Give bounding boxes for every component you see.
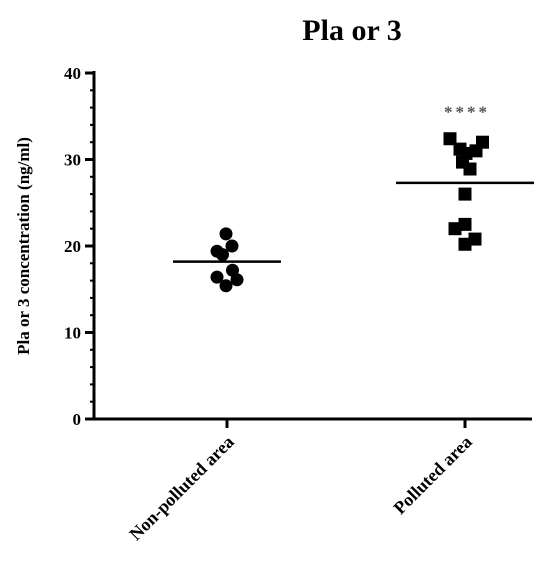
- y-tick-label: 0: [73, 410, 82, 429]
- y-tick-label: 10: [64, 324, 81, 343]
- data-point-square: [463, 162, 477, 176]
- data-point-square: [448, 222, 462, 236]
- data-point-square: [458, 217, 472, 231]
- mean-lines: [173, 181, 534, 263]
- x-category-label: Polluted area: [389, 432, 475, 518]
- y-axis-label: Pla or 3 concentration (ng/ml): [14, 137, 33, 355]
- data-point-circle: [210, 270, 224, 284]
- data-point-square: [443, 132, 457, 146]
- data-points: ****: [210, 103, 490, 293]
- x-category-label: Non-polluted area: [125, 432, 238, 545]
- axis-ticks: 0 10 20 30 40 Non-polluted area Polluted area: [64, 64, 476, 544]
- data-point-square: [469, 144, 483, 158]
- data-point-square: [458, 187, 472, 201]
- data-point-circle: [216, 248, 229, 262]
- data-point-square: [468, 232, 482, 246]
- data-point-circle: [230, 273, 244, 287]
- significance-label: ****: [444, 103, 490, 122]
- data-point-circle: [225, 239, 239, 253]
- data-point-square: [458, 237, 472, 251]
- data-point-circle: [219, 279, 233, 293]
- y-tick-label: 40: [64, 64, 81, 83]
- y-tick-label: 30: [64, 151, 81, 170]
- chart-title: Pla or 3: [302, 14, 401, 47]
- y-tick-label: 20: [64, 237, 81, 256]
- data-point-circle: [219, 227, 233, 241]
